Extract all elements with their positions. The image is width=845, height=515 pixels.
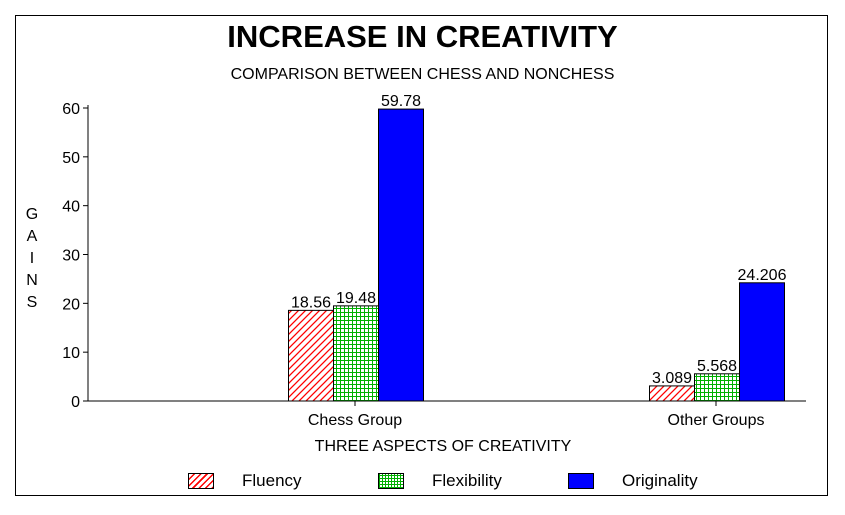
bar-flexibility-other-groups xyxy=(694,373,740,402)
y-axis-label-letter: A xyxy=(27,228,38,245)
bar-fluency-other-groups xyxy=(649,385,695,402)
bar-fluency-chess-group xyxy=(288,309,334,402)
y-axis-label-letter: S xyxy=(27,294,38,311)
y-axis-label-letter: N xyxy=(26,272,38,289)
data-label: 18.56 xyxy=(291,294,331,311)
bar-originality-other-groups xyxy=(739,282,785,402)
y-tick-label: 60 xyxy=(62,101,80,118)
chart-subtitle: COMPARISON BETWEEN CHESS AND NONCHESS xyxy=(230,66,615,83)
chart-title: INCREASE IN CREATIVITY xyxy=(227,19,618,54)
data-label: 19.48 xyxy=(336,290,376,307)
chart-frame xyxy=(15,15,828,496)
data-label: 59.78 xyxy=(381,93,421,110)
y-tick-label: 30 xyxy=(62,248,80,265)
data-label: 5.568 xyxy=(697,358,737,375)
y-tick-label: 20 xyxy=(62,296,80,313)
y-axis-label-letter: I xyxy=(30,250,34,267)
data-label: 24.206 xyxy=(738,267,787,284)
x-tick-label: Other Groups xyxy=(668,412,765,429)
bar-originality-chess-group xyxy=(378,108,424,402)
data-label: 3.089 xyxy=(652,370,692,387)
y-tick-label: 0 xyxy=(71,394,80,411)
x-tick-label: Chess Group xyxy=(308,412,402,429)
y-tick-label: 50 xyxy=(62,150,80,167)
y-tick-label: 10 xyxy=(62,345,80,362)
y-tick-label: 40 xyxy=(62,199,80,216)
y-axis-label-letter: G xyxy=(26,206,38,223)
bar-flexibility-chess-group xyxy=(333,305,379,402)
x-axis-label: THREE ASPECTS OF CREATIVITY xyxy=(315,438,572,455)
